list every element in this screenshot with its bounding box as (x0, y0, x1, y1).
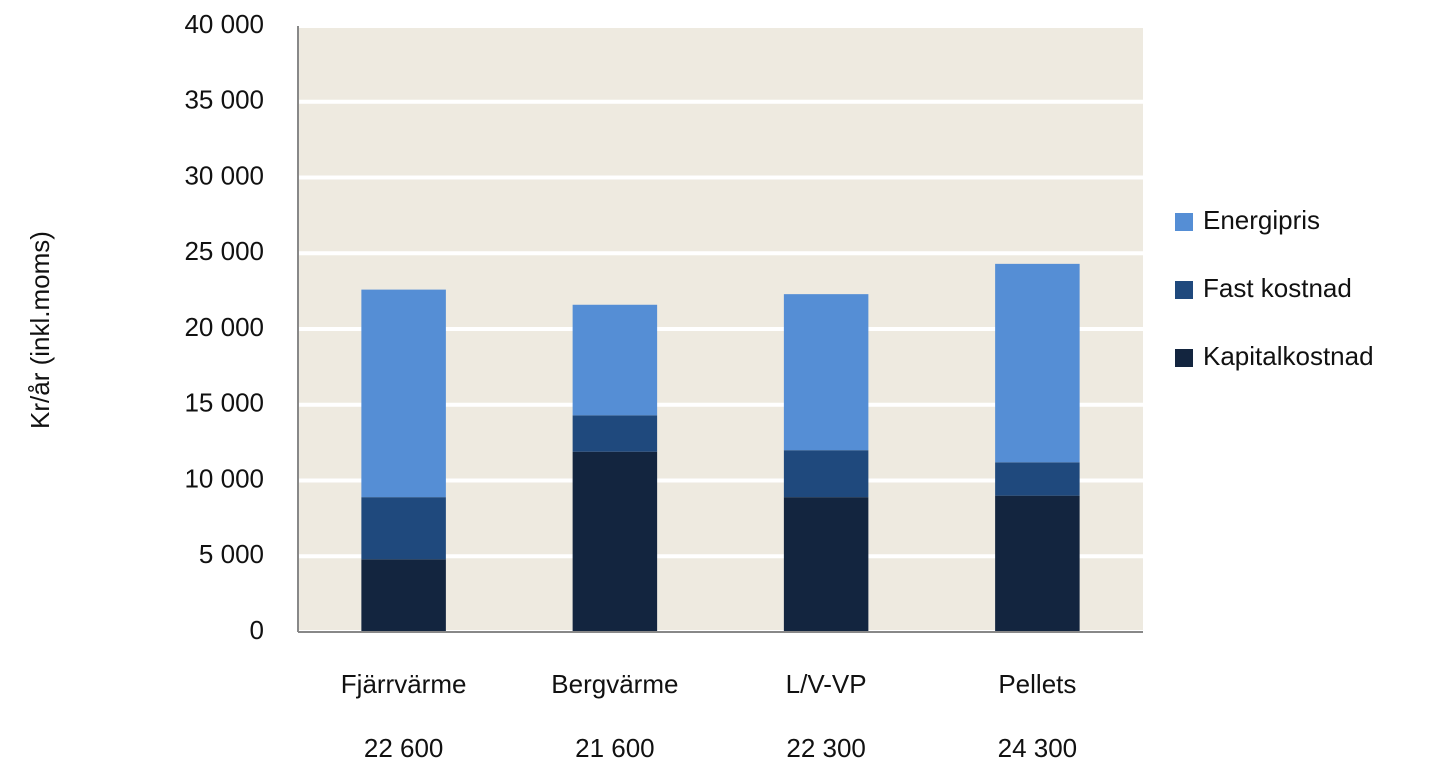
legend-swatch (1175, 349, 1193, 367)
total-label: 21 600 (575, 733, 655, 763)
y-tick-label: 25 000 (184, 236, 264, 266)
bar-segment (783, 294, 869, 451)
y-tick-label: 30 000 (184, 160, 264, 190)
y-tick-label: 5 000 (199, 539, 264, 569)
bar-segment (572, 415, 658, 452)
y-tick-label: 40 000 (184, 9, 264, 39)
x-tick-label: Fjärrvärme (341, 669, 467, 699)
y-tick-label: 0 (250, 615, 264, 645)
legend-label: Kapitalkostnad (1203, 341, 1374, 371)
legend-swatch (1175, 281, 1193, 299)
bar-segment (995, 495, 1080, 632)
bar-segment (783, 450, 869, 498)
y-tick-label: 15 000 (184, 388, 264, 418)
bar-segment (995, 462, 1080, 496)
total-label: 22 300 (786, 733, 866, 763)
y-tick-label: 20 000 (184, 312, 264, 342)
x-tick-label: L/V-VP (786, 669, 867, 699)
bar-segment (783, 497, 869, 632)
legend-label: Energipris (1203, 205, 1320, 235)
total-label: 22 600 (364, 733, 444, 763)
bar-segment (572, 451, 658, 632)
bar-segment (995, 263, 1080, 463)
bar-segment (361, 497, 446, 560)
legend-label: Fast kostnad (1203, 273, 1352, 303)
bar-segment (361, 289, 446, 498)
y-tick-label: 35 000 (184, 85, 264, 115)
legend-swatch (1175, 213, 1193, 231)
y-axis-label: Kr/år (inkl.moms) (25, 231, 55, 429)
bar-segment (361, 559, 446, 632)
y-tick-label: 10 000 (184, 463, 264, 493)
bar-segment (572, 304, 658, 416)
x-tick-label: Pellets (998, 669, 1076, 699)
total-label: 24 300 (998, 733, 1078, 763)
x-tick-label: Bergvärme (551, 669, 678, 699)
